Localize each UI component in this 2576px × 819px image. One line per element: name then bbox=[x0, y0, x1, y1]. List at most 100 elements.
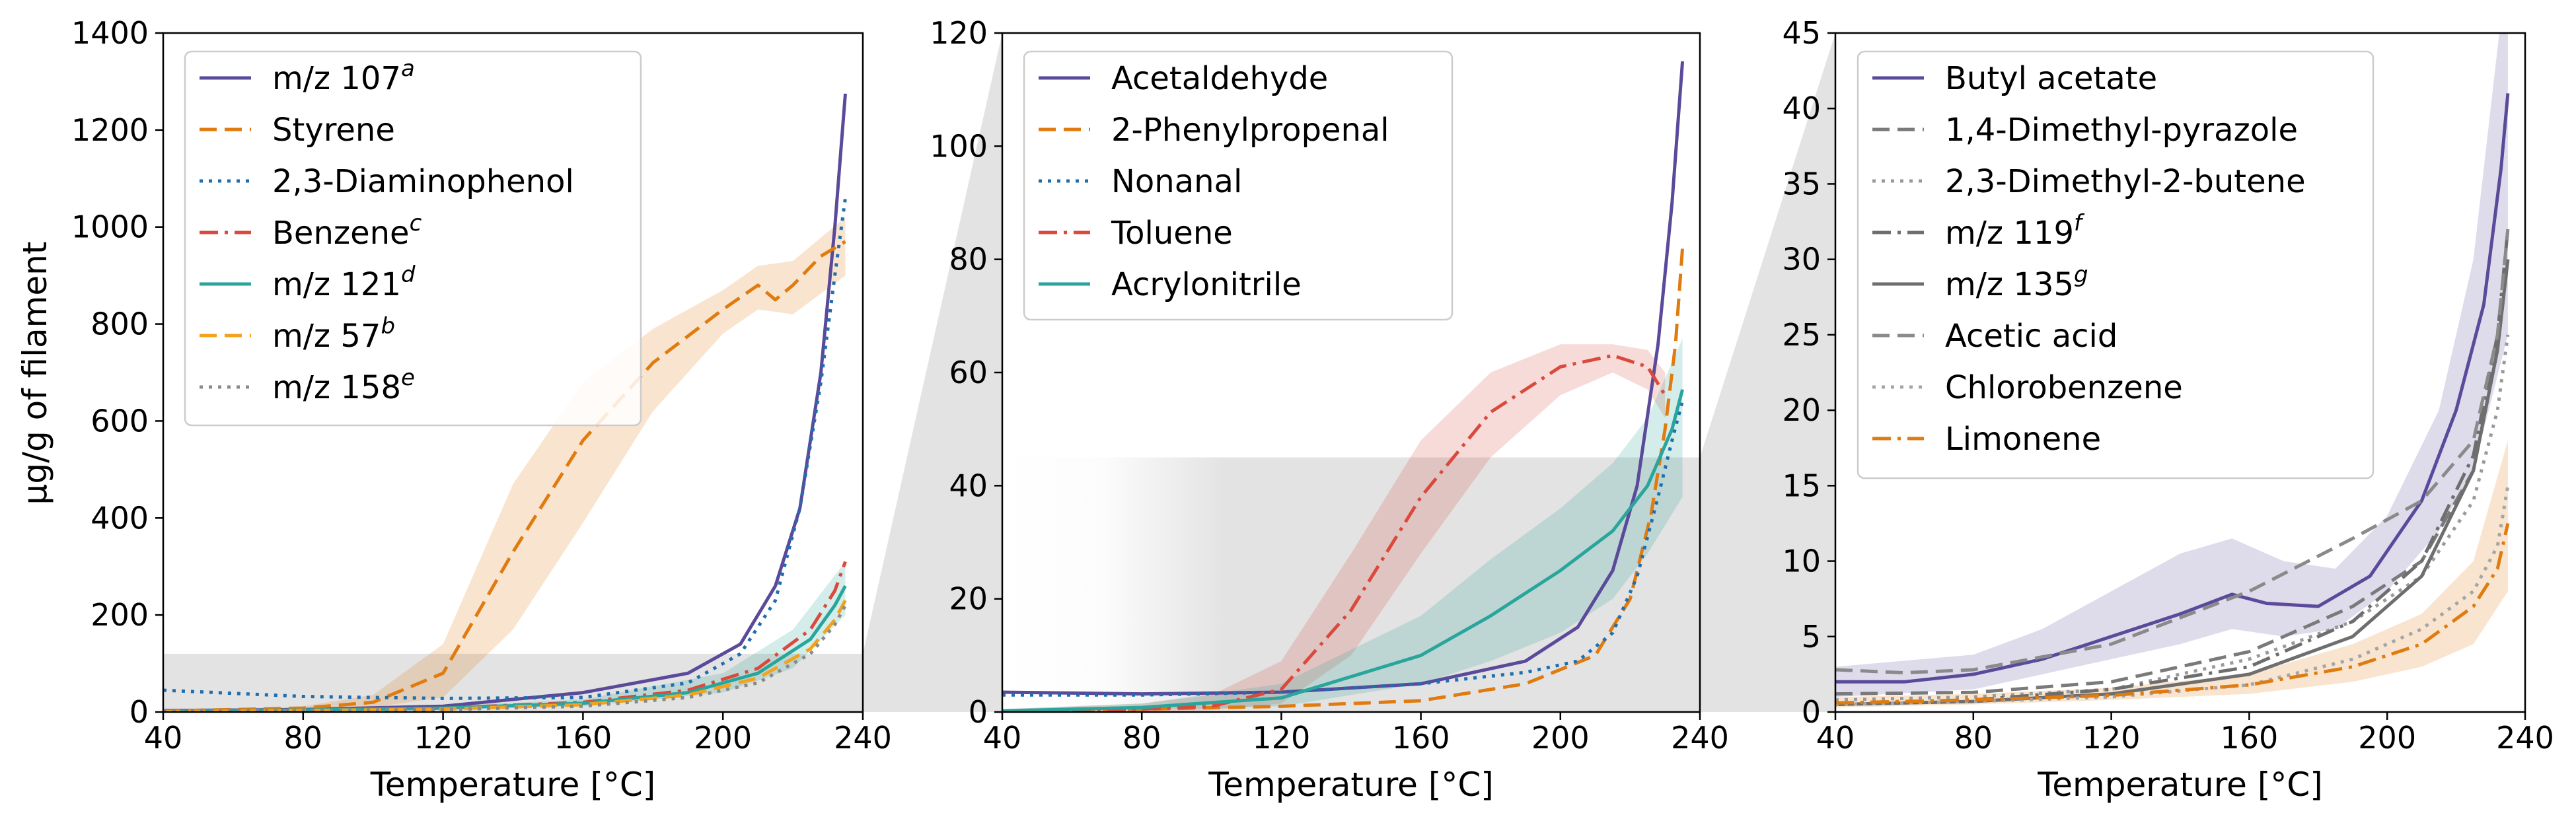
legend-box bbox=[184, 50, 642, 427]
y-tick-label: 80 bbox=[949, 242, 988, 277]
y-tick-label: 40 bbox=[1782, 90, 1821, 126]
legend-item-m-z-121: m/z 121d bbox=[200, 262, 416, 303]
series-line-1-4-dimethyl-pyrazole bbox=[1835, 259, 2510, 696]
y-tick-label: 30 bbox=[1782, 242, 1821, 277]
legend-label: Toluene bbox=[1111, 215, 1233, 252]
legend-label: Chlorobenzene bbox=[1945, 369, 2183, 406]
zoom-connectors bbox=[863, 33, 1835, 712]
legend-label: Nonanal bbox=[1111, 163, 1242, 200]
panel-middle-chart: 40 80 120 160 200 240 0 20 40 60 80 100 120 Temperatu… bbox=[930, 15, 1729, 804]
x-tick-label: 160 bbox=[554, 720, 612, 756]
legend: m/z 107a Styrene 2,3-Diaminophenol Benzenec… bbox=[184, 50, 642, 427]
legend-superscript: d bbox=[401, 262, 416, 288]
legend-item-butyl-acetate: Butyl acetate bbox=[1872, 60, 2157, 97]
x-tick-label: 40 bbox=[144, 720, 183, 756]
x-tick-label: 160 bbox=[1392, 720, 1450, 756]
y-tick-label: 200 bbox=[91, 597, 149, 633]
legend-label: Styrene bbox=[272, 112, 395, 149]
legend-box bbox=[1023, 50, 1454, 321]
y-tick-label: 800 bbox=[91, 306, 149, 342]
y-tick-label: 0 bbox=[969, 694, 988, 730]
x-tick-label: 80 bbox=[1954, 720, 1993, 756]
y-tick-label: 45 bbox=[1782, 15, 1821, 51]
x-tick-label: 40 bbox=[983, 720, 1022, 756]
legend-superscript: b bbox=[381, 313, 395, 339]
legend-item-chlorobenzene: Chlorobenzene bbox=[1872, 369, 2183, 406]
plot-layer bbox=[1002, 61, 1685, 712]
panel-right-chart: 40 80 120 160 200 240 0 5 10 15 20 25 30 35 40 45 Temper… bbox=[1782, 15, 2554, 804]
legend-label: m/z 107a bbox=[272, 55, 415, 97]
plot-layer bbox=[1835, 33, 2510, 708]
y-tick-label: 0 bbox=[129, 694, 149, 730]
legend-label: Acetaldehyde bbox=[1111, 60, 1328, 97]
legend-item-acetaldehyde: Acetaldehyde bbox=[1039, 60, 1328, 97]
legend: Acetaldehyde 2-Phenylpropenal Nonanal Tolue… bbox=[1023, 50, 1454, 321]
y-tick-label: 15 bbox=[1782, 468, 1821, 503]
x-tick-label: 240 bbox=[2496, 720, 2554, 756]
legend-label: Acetic acid bbox=[1945, 318, 2117, 355]
x-tick-label: 200 bbox=[694, 720, 752, 756]
legend-item-m-z-107: m/z 107a bbox=[200, 55, 415, 97]
legend-superscript: a bbox=[401, 55, 415, 82]
legend-item-acetic-acid: Acetic acid bbox=[1872, 318, 2117, 355]
x-axis-label: Temperature [°C] bbox=[2037, 766, 2323, 804]
legend-superscript: g bbox=[2074, 262, 2088, 288]
y-tick-label: 600 bbox=[91, 403, 149, 439]
legend-item-m-z-135: m/z 135g bbox=[1872, 262, 2088, 303]
x-tick-label: 120 bbox=[2082, 720, 2141, 756]
legend-item-limonene: Limonene bbox=[1872, 421, 2101, 458]
series-line-acetic-acid bbox=[1835, 229, 2510, 675]
zoom-region bbox=[163, 653, 863, 712]
series-line-styrene bbox=[163, 240, 846, 712]
legend-item-2-3-diaminophenol: 2,3-Diaminophenol bbox=[200, 163, 574, 200]
zoom-connector-1 bbox=[863, 33, 1002, 712]
series-line-2-phenylpropenal bbox=[1002, 248, 1685, 712]
y-tick-label: 35 bbox=[1782, 166, 1821, 201]
x-tick-label: 200 bbox=[1531, 720, 1590, 756]
y-tick-label: 5 bbox=[1802, 619, 1821, 655]
legend-item-1-4-dimethyl-pyrazole: 1,4-Dimethyl-pyrazole bbox=[1872, 112, 2298, 149]
legend-label: Limonene bbox=[1945, 421, 2101, 458]
legend-item-styrene: Styrene bbox=[200, 112, 395, 149]
x-axis-label: Temperature [°C] bbox=[1208, 766, 1494, 804]
x-tick-label: 80 bbox=[284, 720, 323, 756]
legend-label: 1,4-Dimethyl-pyrazole bbox=[1945, 112, 2298, 149]
series-line-m-z-158 bbox=[163, 604, 847, 712]
y-tick-label: 0 bbox=[1802, 694, 1821, 730]
panel-left-chart: 40 80 120 160 200 240 0 200 400 600 800 1000 1200 140… bbox=[71, 15, 892, 804]
legend-label: Acrylonitrile bbox=[1111, 266, 1302, 303]
series-line-chlorobenzene bbox=[1835, 485, 2510, 707]
legend-label: 2-Phenylpropenal bbox=[1111, 112, 1389, 149]
band-butyl-acetate bbox=[1835, 33, 2508, 697]
zoom-connector-2 bbox=[1700, 33, 1835, 712]
legend: Butyl acetate 1,4-Dimethyl-pyrazole 2,3-Di… bbox=[1857, 50, 2374, 480]
series-line-2-3-diaminophenol bbox=[163, 197, 847, 700]
x-tick-label: 160 bbox=[2220, 720, 2278, 756]
series-line-acrylonitrile bbox=[1002, 389, 1685, 712]
legend-superscript: e bbox=[401, 365, 415, 391]
y-tick-label: 40 bbox=[949, 468, 988, 503]
band-toluene bbox=[1002, 344, 1666, 712]
series-line-toluene bbox=[1002, 353, 1667, 712]
legend-label: Benzenec bbox=[272, 210, 422, 252]
y-tick-label: 120 bbox=[930, 15, 988, 51]
y-tick-label: 1400 bbox=[71, 15, 149, 51]
legend-label: 2,3-Dimethyl-2-butene bbox=[1945, 163, 2306, 200]
plot-layer bbox=[163, 93, 847, 712]
x-tick-label: 240 bbox=[1671, 720, 1729, 756]
x-axis-label: Temperature [°C] bbox=[370, 766, 656, 804]
legend-label: m/z 57b bbox=[272, 313, 395, 355]
legend-item-2-phenylpropenal: 2-Phenylpropenal bbox=[1039, 112, 1389, 149]
x-tick-label: 120 bbox=[414, 720, 472, 756]
legend-item-m-z-57: m/z 57b bbox=[200, 313, 395, 355]
x-tick-label: 200 bbox=[2358, 720, 2416, 756]
y-tick-label: 20 bbox=[1782, 392, 1821, 428]
x-tick-label: 120 bbox=[1252, 720, 1310, 756]
y-tick-label: 1000 bbox=[71, 209, 149, 245]
legend-item-2-3-dimethyl-2-butene: 2,3-Dimethyl-2-butene bbox=[1872, 163, 2306, 200]
series-line-nonanal bbox=[1002, 400, 1685, 697]
x-tick-label: 80 bbox=[1122, 720, 1161, 756]
legend-label: m/z 119f bbox=[1945, 210, 2085, 252]
y-axis-label: µg/g of filament bbox=[16, 242, 54, 505]
